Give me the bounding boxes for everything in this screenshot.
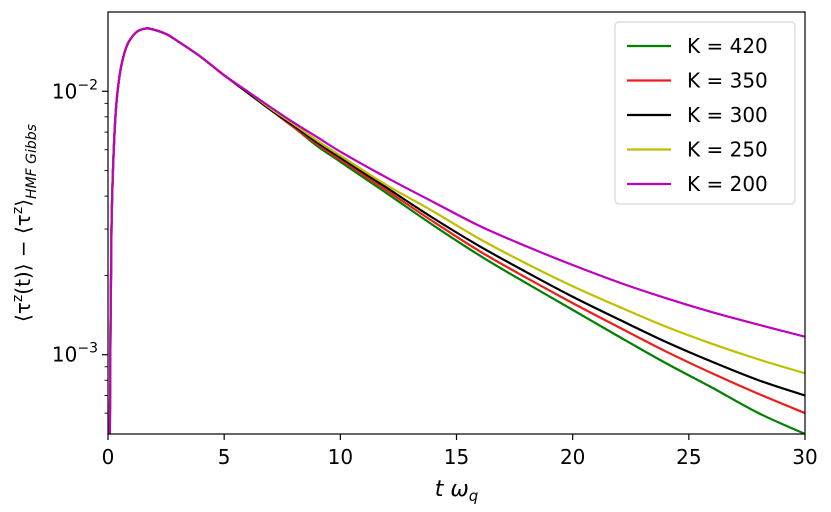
x-tick-label: 5	[218, 445, 231, 469]
x-tick-label: 15	[444, 445, 469, 469]
x-tick-label: 0	[102, 445, 115, 469]
series-line-5	[108, 27, 805, 434]
legend-label: K = 200	[687, 172, 768, 196]
y-tick-label: 10−2	[52, 77, 98, 103]
legend: K = 420 K = 350 K = 300 K = 250 K = 200	[614, 21, 796, 205]
x-tick-label: 20	[560, 445, 585, 469]
legend-label: K = 350	[687, 69, 768, 93]
legend-label: K = 300	[687, 103, 768, 127]
y-tick-label: 10−3	[52, 341, 98, 367]
series-lines	[108, 27, 805, 434]
y-axis-label: ⟨τz(t)⟩ − ⟨τz⟩HMF Gibbs	[10, 124, 40, 322]
x-tick-label: 30	[792, 445, 817, 469]
legend-label: K = 420	[687, 34, 768, 58]
legend-box	[614, 21, 796, 205]
x-axis: 0 5 10 15 20 25 30	[102, 434, 818, 469]
x-tick-label: 10	[328, 445, 353, 469]
y-axis: 10−2 10−3	[52, 77, 108, 414]
x-tick-label: 25	[676, 445, 701, 469]
legend-label: K = 250	[687, 138, 768, 162]
x-axis-label: t ωq	[435, 477, 479, 505]
